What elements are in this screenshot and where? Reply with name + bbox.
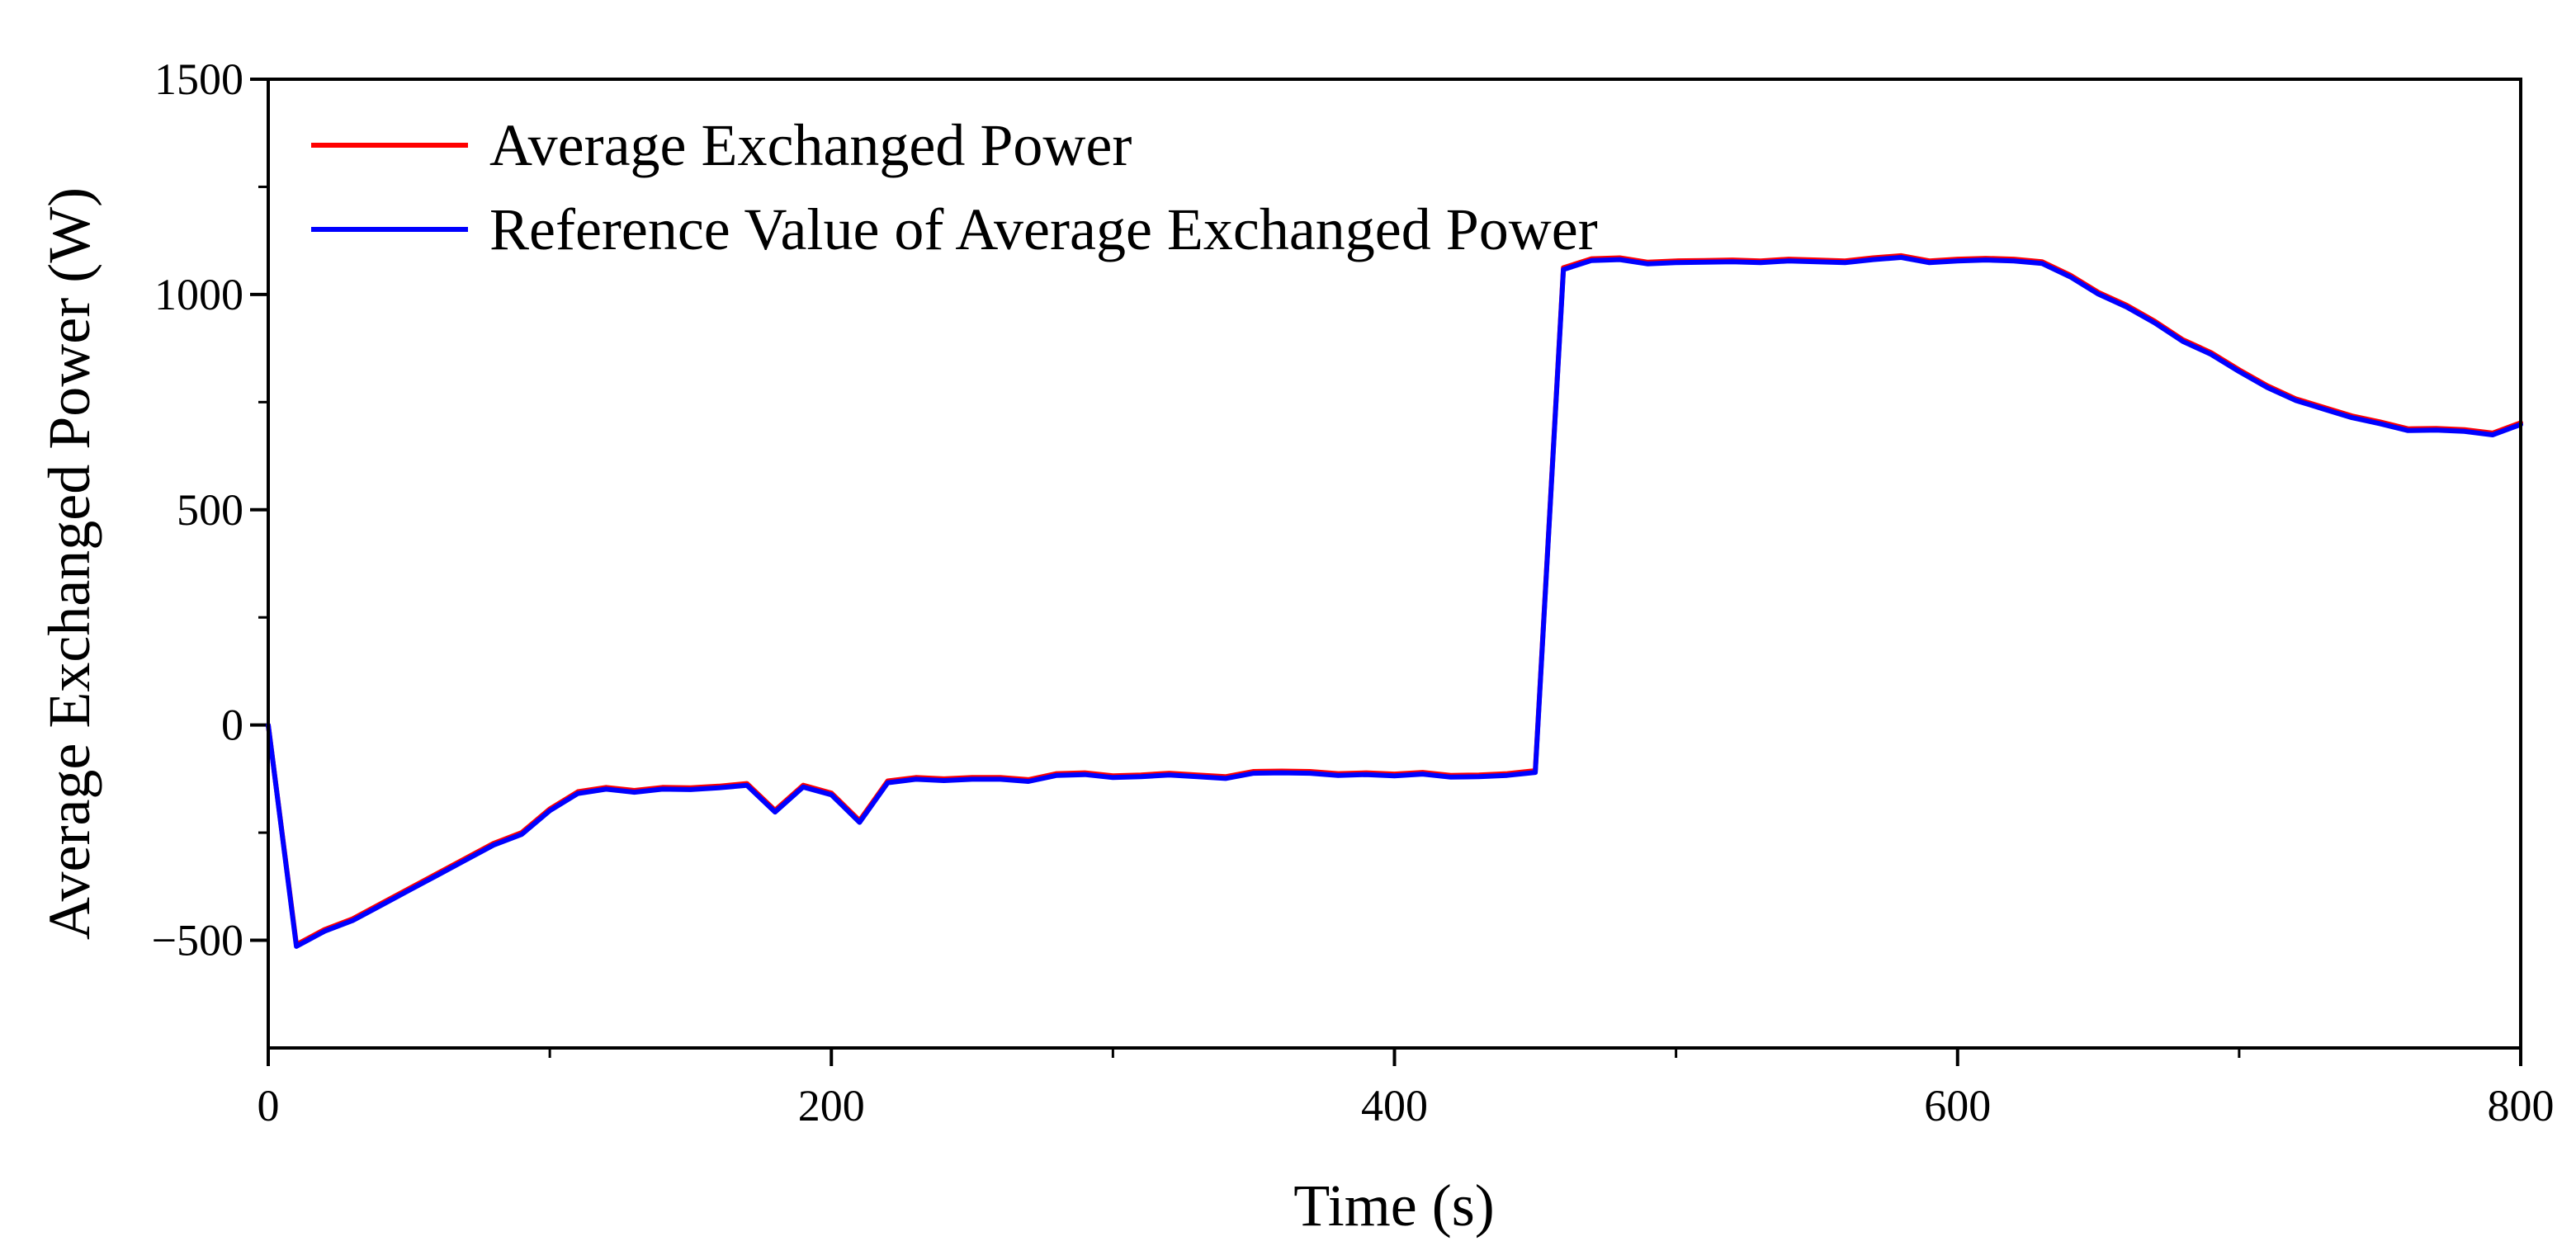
y-axis-title: Average Exchanged Power (W) <box>36 187 102 940</box>
y-tick-label: 0 <box>221 701 243 750</box>
x-tick-label: 200 <box>798 1081 865 1130</box>
legend-label-2: Reference Value of Average Exchanged Pow… <box>489 196 1598 262</box>
x-tick-label: 400 <box>1361 1081 1428 1130</box>
axes: 0 200 400 600 800 −500 0 500 1000 1500 <box>152 54 2555 1130</box>
y-tick-label: −500 <box>152 916 243 965</box>
series-line-2 <box>266 255 2523 949</box>
plot-series <box>266 252 2523 949</box>
x-axis-title: Time (s) <box>1293 1173 1494 1239</box>
series-line-1 <box>266 252 2523 947</box>
legend-label-1: Average Exchanged Power <box>489 112 1132 178</box>
x-tick-label: 800 <box>2488 1081 2555 1130</box>
plot-frame <box>267 78 2522 1050</box>
y-tick-label: 500 <box>177 485 243 535</box>
y-tick-label: 1000 <box>154 270 243 319</box>
x-tick-label: 0 <box>258 1081 280 1130</box>
y-tick-label: 1500 <box>154 54 243 104</box>
x-tick-label: 600 <box>1924 1081 1991 1130</box>
legend: Average Exchanged Power Reference Value o… <box>311 112 1598 262</box>
